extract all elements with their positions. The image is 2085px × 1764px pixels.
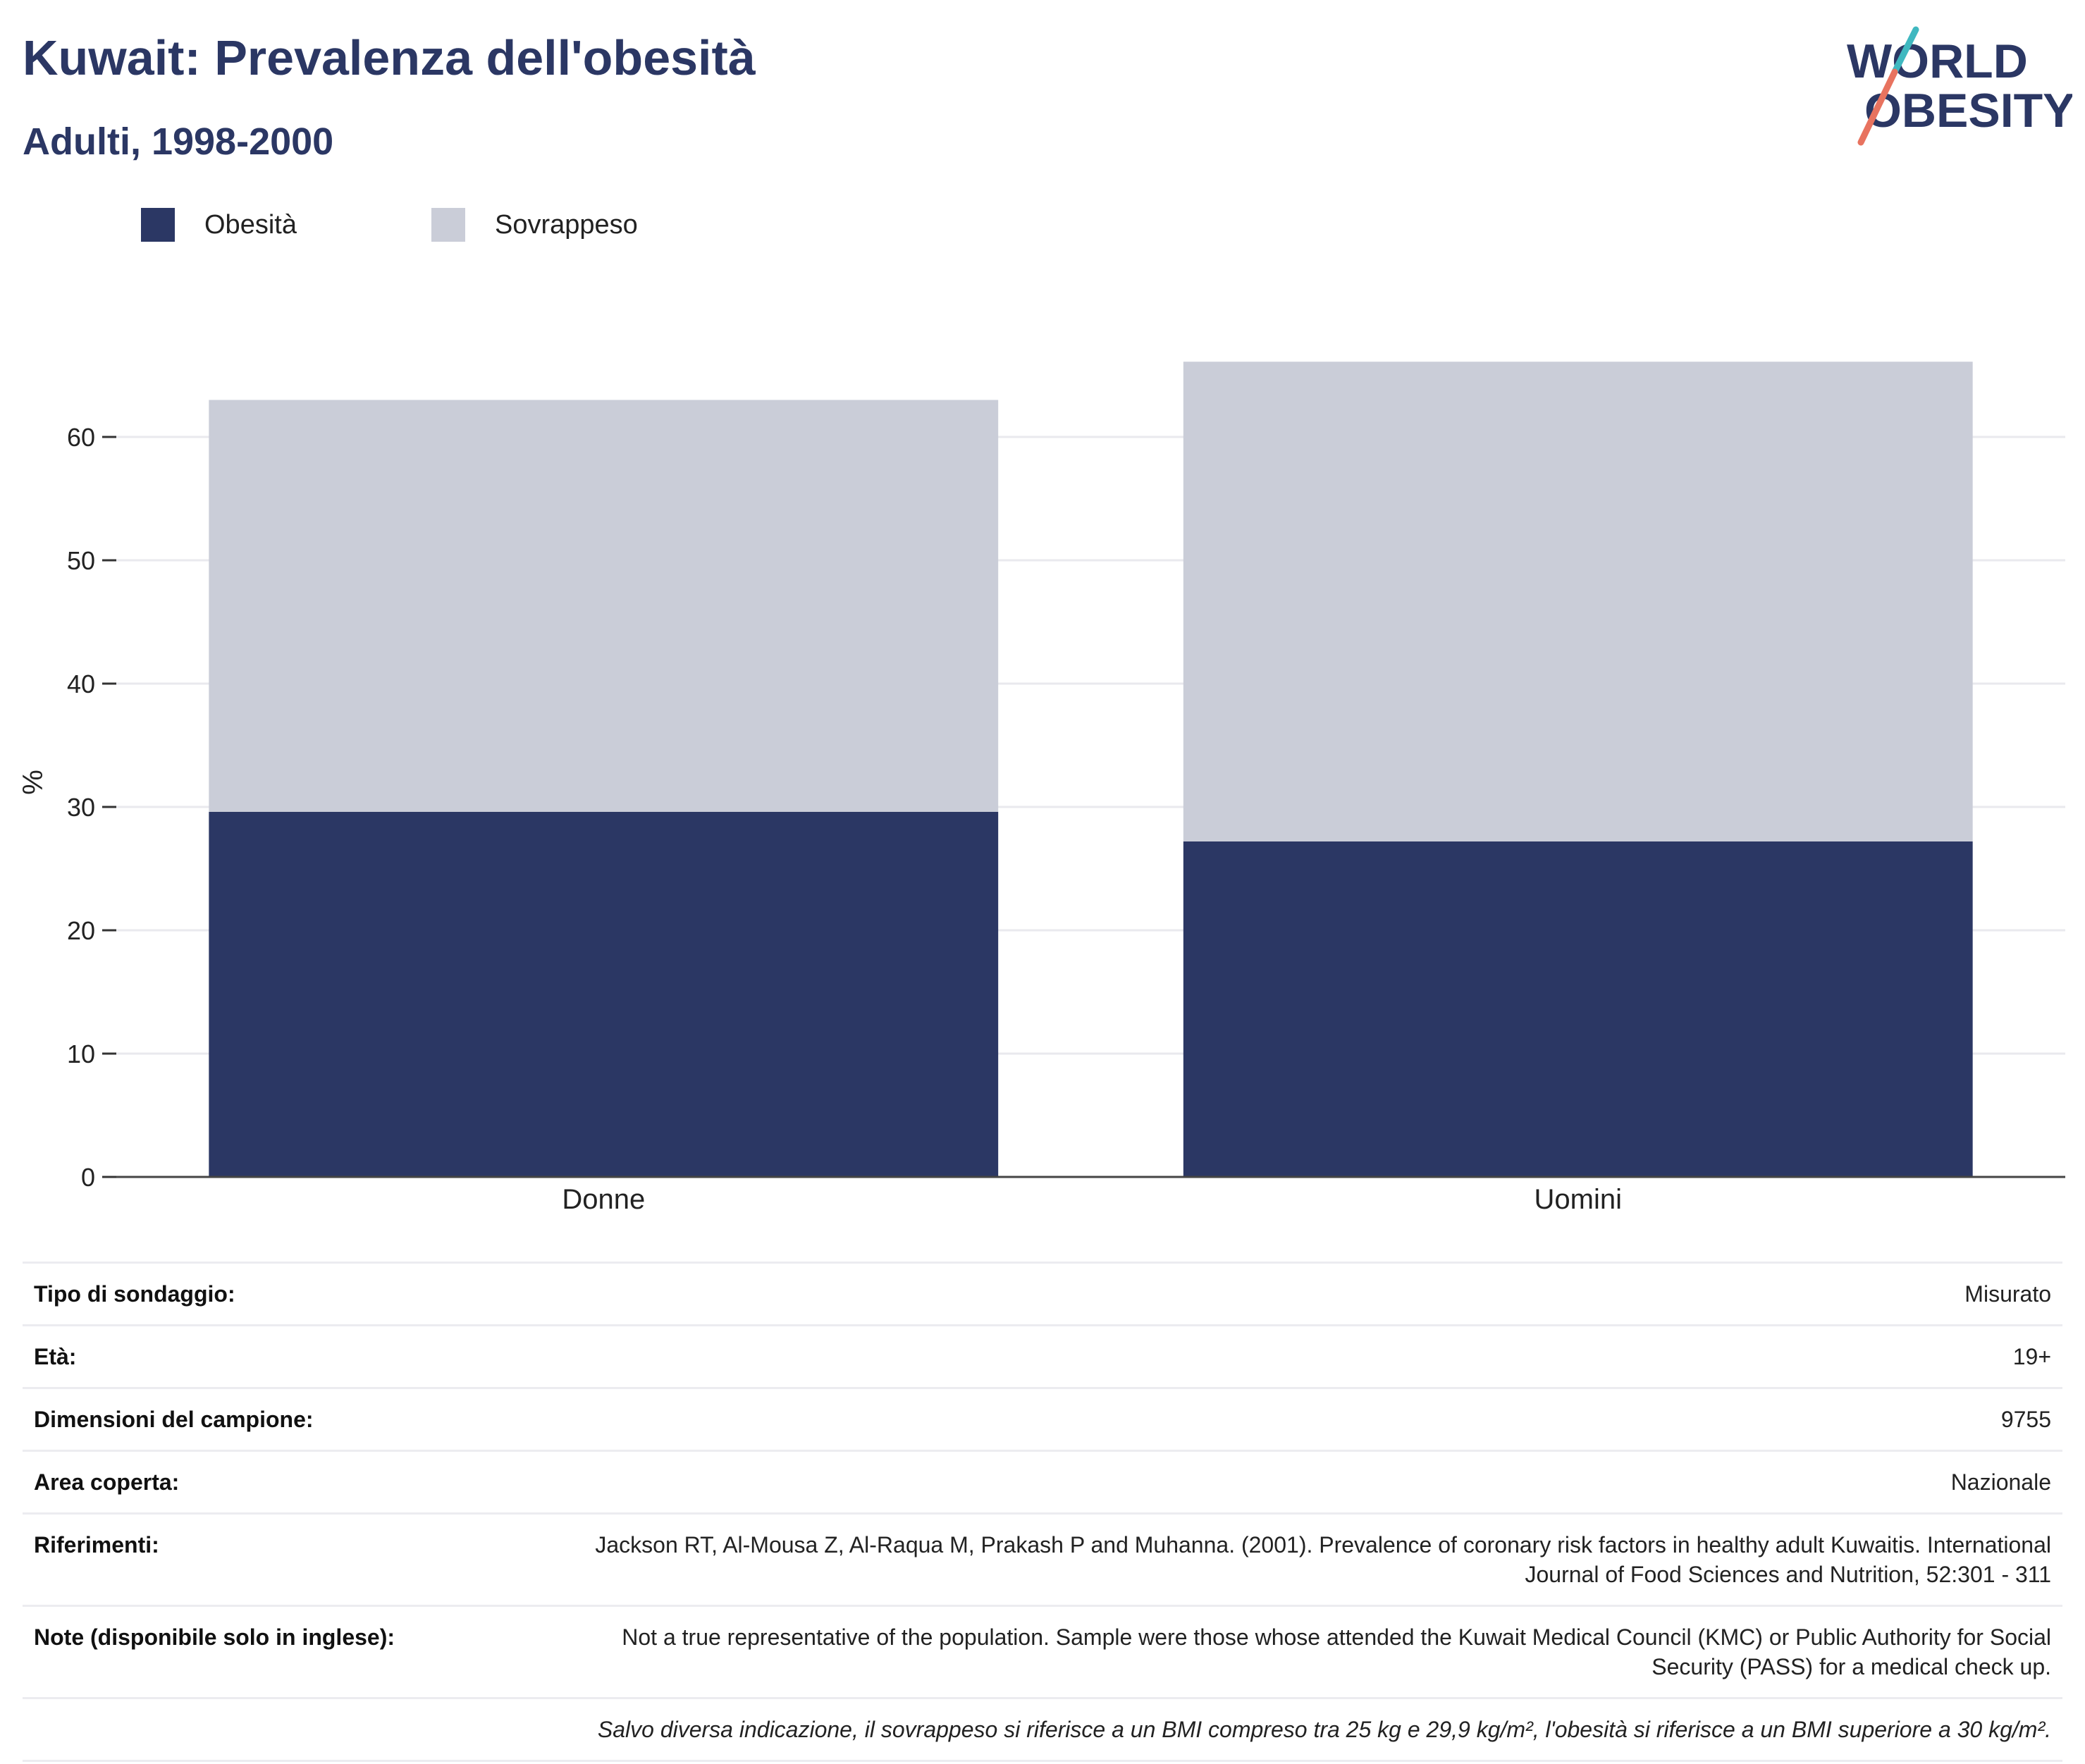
legend-label-obesita: Obesità [204,209,297,240]
y-tick-label: 40 [67,670,95,698]
table-row: Tipo di sondaggio: Misurato [23,1262,2062,1324]
footnote-row: Salvo diversa indicazione, il sovrappeso… [23,1697,2062,1762]
row-value-area: Nazionale [1950,1469,2051,1495]
row-label-age: Età: [34,1344,77,1369]
legend-item-obesita[interactable]: Obesità [141,208,297,242]
row-value-references: Jackson RT, Al-Mousa Z, Al-Raqua M, Prak… [595,1532,2051,1587]
y-tick-label: 60 [67,423,95,452]
logo-slash-coral [1857,68,1898,146]
logo-slash-teal [1891,26,1919,75]
row-label-sample-size: Dimensioni del campione: [34,1407,314,1432]
survey-info-table: Tipo di sondaggio: Misurato Età: 19+ Dim… [23,1262,2062,1762]
chart-title: Kuwait: Prevalenza dell'obesità [23,30,756,85]
footnote-text: Salvo diversa indicazione, il sovrappeso… [597,1717,2051,1742]
y-tick-label: 50 [67,546,95,575]
row-value-notes: Not a true representative of the populat… [622,1624,2051,1679]
row-label-survey-type: Tipo di sondaggio: [34,1281,235,1307]
row-label-notes: Note (disponibile solo in inglese): [34,1624,395,1650]
row-label-references: Riferimenti: [34,1532,159,1558]
table-row: Area coperta: Nazionale [23,1450,2062,1512]
y-tick-label: 10 [67,1040,95,1068]
chart-subtitle: Adulti, 1998-2000 [23,121,334,163]
logo-line1: WORLD [1847,35,2028,88]
legend-swatch-sovrappeso [431,208,465,242]
row-value-sample-size: 9755 [2000,1407,2051,1432]
x-tick-label: Donne [562,1184,645,1215]
row-label-area: Area coperta: [34,1469,180,1495]
stacked-bar-chart: 0 10 20 30 40 50 60% Donne Uomini [18,362,2065,1215]
bar-obesita-donne [209,812,999,1177]
y-tick-label: 20 [67,916,95,945]
bar-sovrappeso-uomini [1183,362,1973,841]
world-obesity-logo: WORLD OBESITY [1847,26,2072,146]
legend-label-sovrappeso: Sovrappeso [495,209,638,240]
row-value-survey-type: Misurato [1964,1281,2051,1307]
legend-item-sovrappeso[interactable]: Sovrappeso [431,208,638,242]
bar-obesita-uomini [1183,841,1973,1177]
logo-line2: OBESITY [1864,84,2072,137]
table-row: Riferimenti: Jackson RT, Al-Mousa Z, Al-… [23,1512,2062,1605]
table-row: Dimensioni del campione: 9755 [23,1387,2062,1450]
y-tick-label: 0 [81,1163,95,1192]
table-row: Note (disponibile solo in inglese): Not … [23,1605,2062,1697]
table-row: Età: 19+ [23,1324,2062,1387]
y-axis-label: % [18,770,49,795]
y-tick-label: 30 [67,793,95,822]
x-tick-label: Uomini [1534,1184,1622,1215]
row-value-age: 19+ [2012,1344,2051,1369]
legend-swatch-obesita [141,208,175,242]
bar-sovrappeso-donne [209,400,999,812]
